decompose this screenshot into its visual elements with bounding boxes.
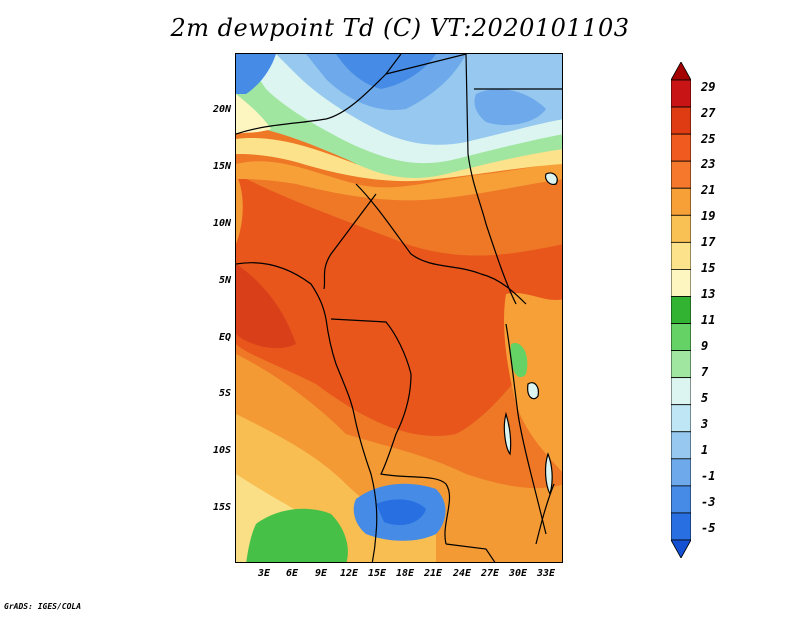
lakes bbox=[503, 172, 558, 496]
gabon-congo-border bbox=[330, 318, 412, 375]
colorbar-label-21: 21 bbox=[701, 183, 716, 197]
footer-credit: GrADS: IGES/COLA bbox=[4, 602, 82, 611]
lon-label-3e: 3E bbox=[257, 568, 271, 579]
colorbar-label-7: 7 bbox=[701, 365, 709, 379]
colorbar bbox=[670, 61, 692, 562]
colorbar-swatch bbox=[670, 350, 692, 379]
colorbar-swatch bbox=[670, 214, 692, 243]
colorbar-swatch bbox=[670, 61, 692, 81]
colorbar-swatch bbox=[670, 133, 692, 162]
mozambique-border bbox=[535, 483, 555, 545]
colorbar-swatch bbox=[670, 106, 692, 135]
atlantic-coastline bbox=[236, 262, 378, 562]
colorbar-label-minus-5: -5 bbox=[701, 521, 716, 535]
colorbar-swatch bbox=[670, 160, 692, 189]
colorbar-swatches bbox=[670, 61, 692, 559]
lon-label-9e: 9E bbox=[314, 568, 328, 579]
nigeria-cameroon-border bbox=[323, 193, 377, 290]
colorbar-label-13: 13 bbox=[701, 287, 716, 301]
colorbar-swatch bbox=[670, 241, 692, 270]
north-orange-band bbox=[236, 161, 562, 201]
map-canvas bbox=[236, 54, 562, 562]
lake-victoria bbox=[527, 382, 539, 400]
colorbar-swatch bbox=[670, 269, 692, 297]
north-yellow-band bbox=[236, 138, 562, 182]
colorbar-swatch bbox=[670, 296, 692, 324]
lon-label-21e: 21E bbox=[423, 568, 443, 579]
west-coast-band bbox=[236, 174, 243, 244]
sudan-blue bbox=[474, 89, 546, 126]
colorbar-swatch bbox=[670, 431, 692, 460]
gulf-guinea-core bbox=[236, 264, 296, 349]
lon-label-15e: 15E bbox=[367, 568, 387, 579]
colorbar-swatch bbox=[670, 539, 692, 559]
lon-label-24e: 24E bbox=[452, 568, 472, 579]
lat-label-20n: 20N bbox=[212, 104, 231, 115]
lat-label-5n: 5N bbox=[218, 275, 231, 286]
colorbar-label-27: 27 bbox=[701, 106, 716, 120]
colorbar-label-9: 9 bbox=[701, 339, 709, 353]
libya-chad-border bbox=[385, 54, 467, 75]
lon-label-18e: 18E bbox=[395, 568, 415, 579]
colorbar-label-minus-1: -1 bbox=[701, 469, 716, 483]
south-dry-core-deep bbox=[376, 499, 426, 526]
sahara-deep-blue bbox=[336, 54, 436, 89]
drc-angola-border bbox=[380, 373, 451, 545]
lat-label-15s: 15S bbox=[212, 502, 231, 513]
nw-pale bbox=[236, 94, 271, 134]
colorbar-swatch bbox=[670, 404, 692, 433]
colorbar-label-15: 15 bbox=[701, 261, 716, 275]
chart-title: 2m dewpoint Td (C) VT:2020101103 bbox=[170, 14, 630, 42]
lake-malawi bbox=[544, 452, 553, 496]
lake-victoria-green bbox=[510, 343, 528, 378]
nw-blue bbox=[236, 54, 276, 94]
humid-core bbox=[236, 174, 562, 436]
lat-label-10s: 10S bbox=[212, 445, 231, 456]
niger-border bbox=[236, 54, 402, 135]
colorbar-label-3: 3 bbox=[701, 417, 709, 431]
colorbar-swatch bbox=[670, 323, 692, 351]
lake-tanganyika bbox=[503, 411, 512, 456]
colorbar-label-19: 19 bbox=[701, 209, 716, 223]
lon-label-30e: 30E bbox=[508, 568, 528, 579]
car-border bbox=[355, 183, 527, 305]
boundaries bbox=[236, 54, 562, 562]
lake-tana bbox=[545, 172, 558, 185]
colorbar-swatch bbox=[670, 512, 692, 541]
lon-label-27e: 27E bbox=[480, 568, 500, 579]
colorbar-swatch bbox=[670, 187, 692, 216]
lon-label-6e: 6E bbox=[285, 568, 299, 579]
lat-label-15n: 15N bbox=[212, 161, 231, 172]
colorbar-label-17: 17 bbox=[701, 235, 716, 249]
lon-label-12e: 12E bbox=[339, 568, 359, 579]
zambia-border bbox=[445, 543, 496, 562]
lon-label-33e: 33E bbox=[536, 568, 556, 579]
sw-green-patch bbox=[246, 508, 348, 562]
rift-border bbox=[505, 323, 547, 535]
colorbar-swatch bbox=[670, 79, 692, 108]
colorbar-label-11: 11 bbox=[701, 313, 716, 327]
colorbar-swatch bbox=[670, 485, 692, 514]
colorbar-swatch bbox=[670, 458, 692, 487]
colorbar-label-25: 25 bbox=[701, 132, 716, 146]
colorbar-label-1: 1 bbox=[701, 443, 709, 457]
dewpoint-map bbox=[235, 53, 563, 563]
colorbar-label-minus-3: -3 bbox=[701, 495, 716, 509]
lat-label-5s: 5S bbox=[218, 388, 231, 399]
colorbar-label-29: 29 bbox=[701, 80, 716, 94]
lat-label-eq: EQ bbox=[218, 332, 231, 343]
chad-sudan-border bbox=[465, 54, 517, 305]
lat-label-10n: 10N bbox=[212, 218, 231, 229]
colorbar-swatch bbox=[670, 377, 692, 406]
colorbar-label-5: 5 bbox=[701, 391, 709, 405]
colorbar-label-23: 23 bbox=[701, 157, 716, 171]
